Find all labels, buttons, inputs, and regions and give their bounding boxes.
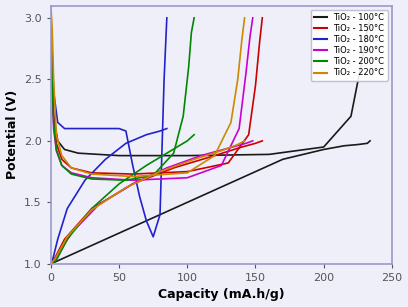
Y-axis label: Potential (V): Potential (V) [6,90,18,179]
X-axis label: Capacity (mA.h/g): Capacity (mA.h/g) [158,289,285,301]
Legend: TiO₂ - 100°C, TiO₂ - 150°C, TiO₂ - 180°C, TiO₂ - 190°C, TiO₂ - 200°C, TiO₂ - 220: TiO₂ - 100°C, TiO₂ - 150°C, TiO₂ - 180°C… [311,10,388,81]
